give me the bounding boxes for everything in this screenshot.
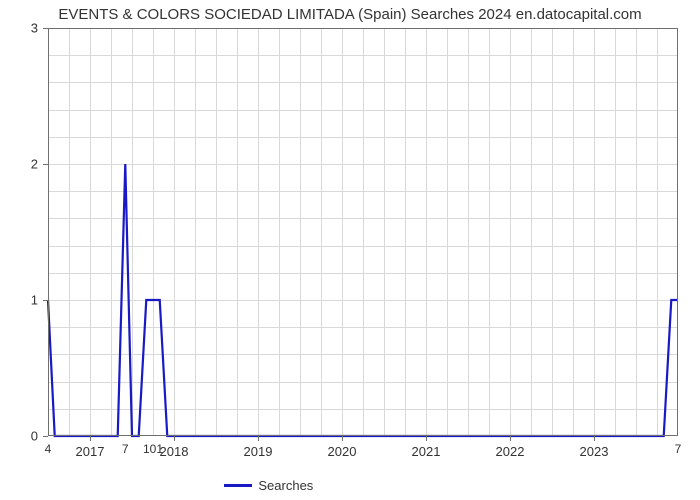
data-point-label: 101	[143, 442, 163, 456]
plot-area: 01232017201820192020202120222023471017	[48, 28, 678, 436]
y-tick-mark	[43, 28, 48, 29]
x-tick-label: 2022	[496, 444, 525, 459]
x-tick-mark	[258, 436, 259, 441]
y-tick-mark	[43, 164, 48, 165]
x-tick-mark	[426, 436, 427, 441]
data-point-label: 4	[45, 442, 52, 456]
data-point-label: 7	[675, 442, 682, 456]
chart-title: EVENTS & COLORS SOCIEDAD LIMITADA (Spain…	[0, 6, 700, 23]
y-tick-label: 3	[31, 21, 38, 36]
x-tick-label: 2020	[328, 444, 357, 459]
plot-border-bottom	[48, 435, 678, 436]
plot-border-right	[677, 28, 678, 436]
y-tick-label: 0	[31, 429, 38, 444]
legend-swatch	[224, 484, 252, 487]
x-tick-mark	[510, 436, 511, 441]
line-series-svg	[48, 28, 678, 436]
x-tick-label: 2018	[160, 444, 189, 459]
x-tick-mark	[90, 436, 91, 441]
x-tick-label: 2023	[580, 444, 609, 459]
y-tick-label: 1	[31, 293, 38, 308]
legend-label: Searches	[258, 478, 313, 493]
data-point-label: 7	[122, 442, 129, 456]
plot-border-top	[48, 28, 678, 29]
searches-line	[48, 164, 678, 436]
x-tick-mark	[594, 436, 595, 441]
legend: Searches	[224, 478, 313, 493]
x-tick-mark	[174, 436, 175, 441]
y-tick-label: 2	[31, 157, 38, 172]
x-tick-label: 2017	[76, 444, 105, 459]
x-tick-mark	[342, 436, 343, 441]
y-tick-mark	[43, 436, 48, 437]
x-tick-label: 2019	[244, 444, 273, 459]
chart-container: EVENTS & COLORS SOCIEDAD LIMITADA (Spain…	[0, 0, 700, 500]
plot-border-left	[48, 28, 49, 436]
x-tick-label: 2021	[412, 444, 441, 459]
y-tick-mark	[43, 300, 48, 301]
